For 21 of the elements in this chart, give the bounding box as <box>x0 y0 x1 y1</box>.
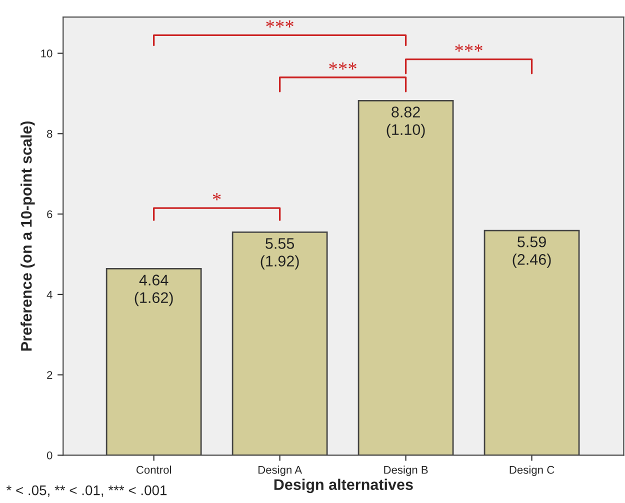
data-label: 4.64 (1.62) <box>134 274 173 306</box>
annotation: *** <box>455 44 482 52</box>
y-tick-label: 0 <box>46 451 52 460</box>
x-tick-label: Design B <box>384 466 428 476</box>
x-tick-label: Design C <box>510 466 554 476</box>
y-tick-label: 2 <box>47 371 52 379</box>
annotation: *** <box>329 62 356 70</box>
y-tick-label: 8 <box>47 130 52 138</box>
x-axis-title: Design alternatives <box>274 478 413 494</box>
annotation: *** <box>266 20 294 28</box>
data-label: 8.82 (1.10) <box>386 106 425 138</box>
text: * < .05, ** < .01, *** < .001 <box>6 485 167 497</box>
y-axis-title: Preference (on a 10-point scale) <box>20 121 35 351</box>
y-tick-label: 4 <box>46 290 52 298</box>
y-tick-label: 10 <box>41 50 52 58</box>
data-label: 5.59 (2.46) <box>512 236 551 268</box>
x-tick-label: Control <box>136 466 171 474</box>
x-tick-label: Design A <box>258 466 302 476</box>
y-tick-label: 6 <box>47 210 52 218</box>
annotation: * <box>212 193 221 200</box>
data-label: 5.55 (1.92) <box>260 238 299 270</box>
